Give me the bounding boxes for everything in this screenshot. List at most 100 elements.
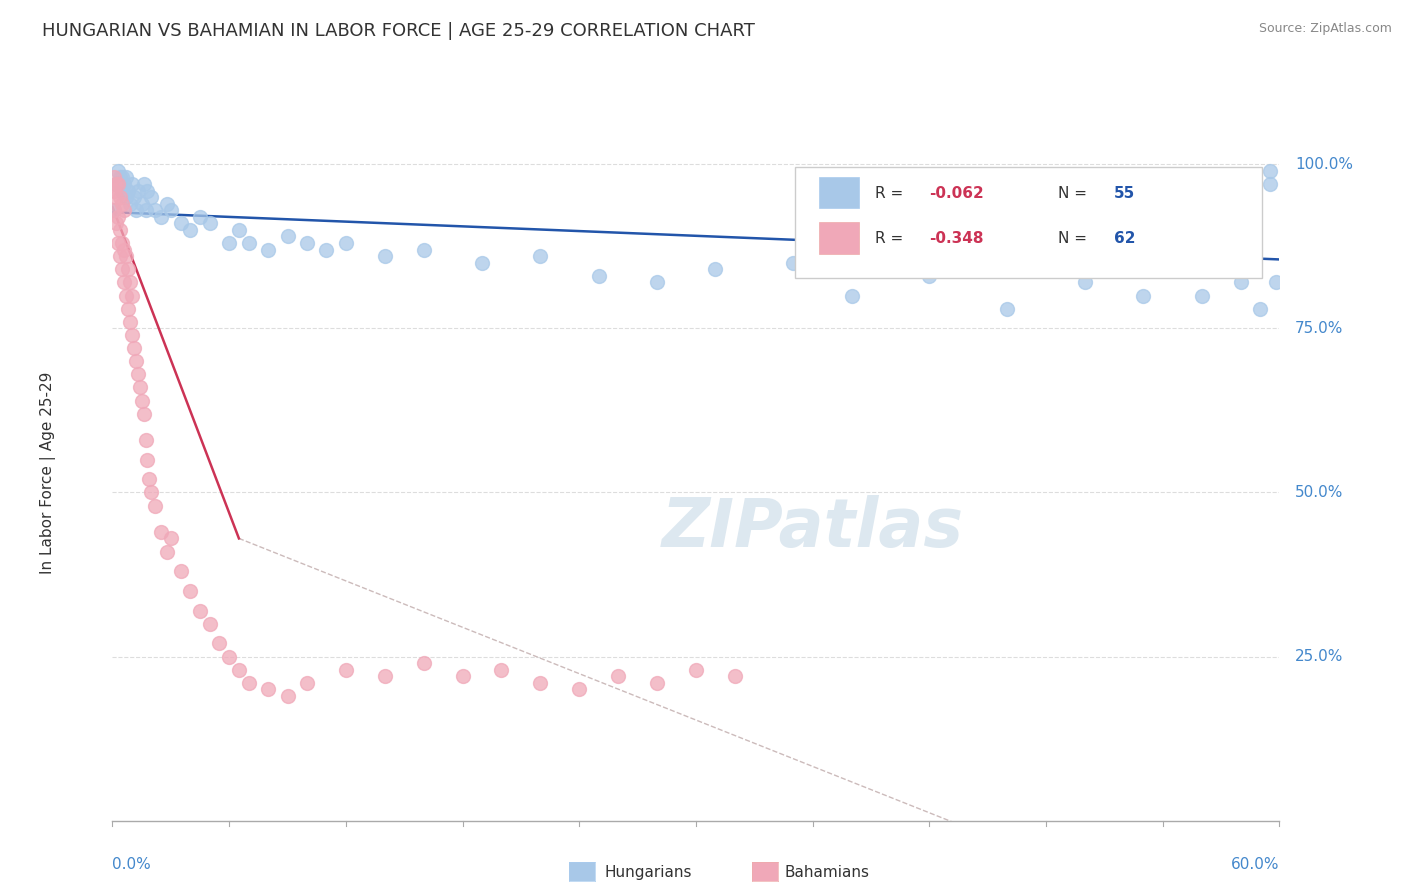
- Point: [704, 262, 727, 277]
- Text: 100.0%: 100.0%: [1295, 157, 1353, 172]
- Point: [118, 196, 141, 211]
- Point: [132, 177, 155, 191]
- Point: [645, 675, 668, 690]
- Text: 62: 62: [1114, 231, 1135, 246]
- Point: [121, 288, 143, 302]
- Point: [645, 276, 668, 290]
- Point: [529, 249, 551, 263]
- Point: [169, 216, 191, 230]
- Point: [335, 663, 357, 677]
- Point: [107, 210, 129, 224]
- Point: [103, 203, 125, 218]
- Point: [112, 203, 135, 218]
- Point: [110, 190, 132, 204]
- Point: [125, 203, 148, 218]
- Point: [588, 268, 610, 283]
- Point: [111, 235, 134, 250]
- Point: [141, 485, 163, 500]
- Point: [118, 315, 141, 329]
- Point: [160, 532, 183, 546]
- Point: [105, 190, 128, 204]
- Point: [105, 177, 128, 191]
- Point: [136, 452, 159, 467]
- Point: [1074, 276, 1097, 290]
- Point: [121, 177, 143, 191]
- Text: 0.0%: 0.0%: [112, 856, 152, 871]
- Point: [105, 177, 128, 191]
- Point: [257, 243, 280, 257]
- Point: [115, 190, 138, 204]
- Point: [131, 393, 153, 408]
- Point: [156, 544, 179, 558]
- Text: -0.062: -0.062: [929, 186, 984, 201]
- Point: [103, 170, 125, 185]
- Point: [228, 223, 250, 237]
- Point: [127, 184, 149, 198]
- Point: [117, 262, 139, 277]
- Point: [121, 327, 143, 342]
- Point: [150, 524, 173, 539]
- Point: [685, 663, 707, 677]
- Text: R =: R =: [875, 231, 908, 246]
- Point: [118, 276, 141, 290]
- Point: [105, 216, 128, 230]
- Point: [111, 196, 134, 211]
- Point: [112, 276, 135, 290]
- Point: [412, 243, 434, 257]
- Point: [568, 682, 591, 697]
- Point: [1132, 288, 1154, 302]
- Point: [179, 223, 201, 237]
- Point: [1264, 276, 1286, 290]
- Point: [451, 669, 474, 683]
- Point: [128, 380, 150, 394]
- Text: R =: R =: [875, 186, 908, 201]
- Point: [115, 249, 138, 263]
- Point: [218, 235, 240, 250]
- Point: [257, 682, 280, 697]
- Point: [188, 604, 211, 618]
- Text: HUNGARIAN VS BAHAMIAN IN LABOR FORCE | AGE 25-29 CORRELATION CHART: HUNGARIAN VS BAHAMIAN IN LABOR FORCE | A…: [42, 22, 755, 40]
- Point: [115, 288, 138, 302]
- Point: [238, 675, 260, 690]
- Point: [276, 689, 298, 703]
- FancyBboxPatch shape: [818, 222, 859, 253]
- Point: [136, 184, 159, 198]
- Point: [198, 216, 221, 230]
- Text: Bahamians: Bahamians: [785, 865, 869, 880]
- Point: [112, 243, 135, 257]
- Point: [1249, 301, 1271, 316]
- Point: [111, 262, 134, 277]
- Point: [1229, 276, 1251, 290]
- FancyBboxPatch shape: [818, 177, 859, 209]
- Point: [111, 184, 134, 198]
- Point: [115, 170, 138, 185]
- Point: [995, 301, 1018, 316]
- Point: [156, 196, 179, 211]
- Point: [782, 256, 804, 270]
- Point: [1258, 177, 1281, 191]
- Point: [112, 177, 135, 191]
- Point: [471, 256, 494, 270]
- Text: 60.0%: 60.0%: [1232, 856, 1279, 871]
- Point: [141, 190, 163, 204]
- Point: [110, 170, 132, 185]
- Point: [125, 354, 148, 368]
- Point: [918, 268, 941, 283]
- Point: [208, 636, 231, 650]
- Text: ZIPatlas: ZIPatlas: [662, 495, 963, 561]
- Point: [143, 203, 166, 218]
- Point: [1258, 164, 1281, 178]
- Point: [132, 407, 155, 421]
- Text: 75.0%: 75.0%: [1295, 321, 1343, 336]
- Point: [374, 249, 396, 263]
- Point: [103, 184, 125, 198]
- Point: [315, 243, 337, 257]
- Point: [107, 235, 129, 250]
- Point: [107, 177, 129, 191]
- Point: [188, 210, 211, 224]
- Point: [841, 288, 863, 302]
- Point: [607, 669, 630, 683]
- Point: [138, 472, 160, 486]
- Point: [374, 669, 396, 683]
- Point: [135, 203, 157, 218]
